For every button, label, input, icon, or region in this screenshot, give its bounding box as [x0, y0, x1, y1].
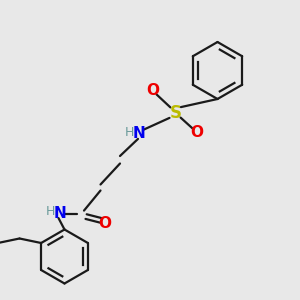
Text: S: S	[169, 103, 181, 122]
Text: O: O	[190, 125, 204, 140]
Text: H: H	[125, 126, 135, 139]
Text: O: O	[98, 216, 112, 231]
Text: N: N	[133, 126, 146, 141]
Text: H: H	[45, 205, 55, 218]
Text: N: N	[54, 206, 66, 221]
Text: O: O	[146, 83, 160, 98]
